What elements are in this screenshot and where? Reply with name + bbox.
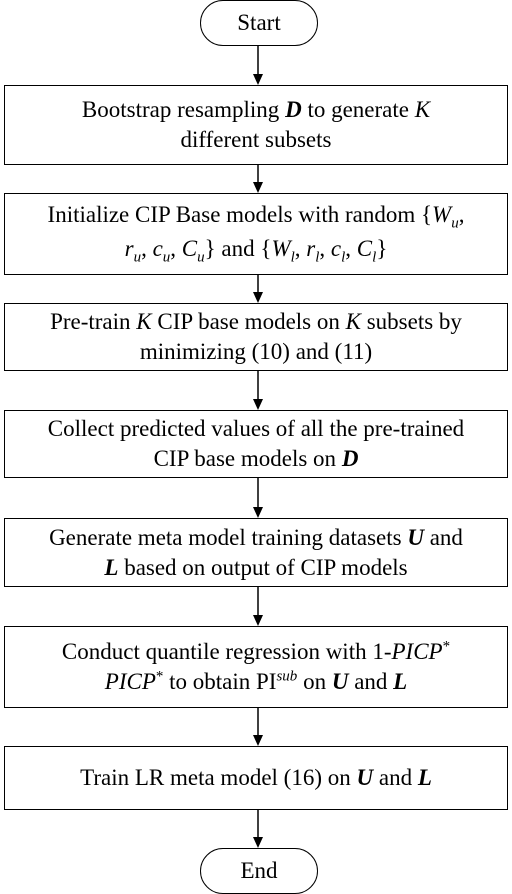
arrow-head <box>253 837 263 848</box>
text-segment: C <box>181 236 198 261</box>
process-node: Pre-train K CIP base models on K subsets… <box>4 303 508 371</box>
text-segment: , <box>458 201 465 227</box>
text-segment: } <box>376 236 388 261</box>
arrow-head <box>253 615 263 626</box>
text-segment: K <box>414 97 431 123</box>
text-segment: minimizing (10) and (11) <box>139 339 373 364</box>
text-segment: subsets by <box>360 309 462 335</box>
text-line: Bootstrap resampling D to generate K <box>82 95 430 125</box>
text-segment: W <box>432 201 452 227</box>
text-segment: L <box>393 669 408 694</box>
text-line: different subsets <box>181 125 332 155</box>
terminal-node: Start <box>200 0 318 46</box>
text-line: Start <box>237 8 280 38</box>
text-line: Generate meta model training datasets U … <box>49 523 463 553</box>
text-segment: u <box>133 249 142 266</box>
text-segment: W <box>271 236 291 261</box>
text-segment: u <box>197 249 205 266</box>
text-segment: Pre-train <box>50 309 137 335</box>
process-node: Collect predicted values of all the pre-… <box>4 410 508 478</box>
arrow-head <box>253 399 263 410</box>
text-segment: c <box>152 236 163 261</box>
text-segment: to generate <box>301 97 415 123</box>
text-line: CIP base models on D <box>154 444 359 474</box>
text-segment: U <box>331 669 349 694</box>
arrow-head <box>253 74 263 85</box>
text-line: PICP* to obtain PIsub on U and L <box>105 667 407 697</box>
text-segment: K <box>345 309 361 335</box>
text-segment: l <box>290 249 295 266</box>
text-segment: Collect predicted values of all the pre-… <box>47 416 465 442</box>
process-node: Generate meta model training datasets U … <box>4 518 508 587</box>
text-line: Pre-train K CIP base models on K subsets… <box>50 307 462 337</box>
text-segment: * <box>155 668 164 685</box>
terminal-node: End <box>200 848 318 894</box>
text-segment: r <box>306 236 316 261</box>
text-segment: Train LR meta model (16) on <box>80 765 357 791</box>
text-segment: and <box>348 669 394 694</box>
text-segment: Conduct quantile regression with 1- <box>61 639 392 665</box>
text-segment: l <box>315 249 320 266</box>
text-segment: and <box>423 524 463 550</box>
text-segment: Start <box>237 10 281 36</box>
text-segment: on <box>297 669 332 694</box>
text-segment: D <box>285 97 302 123</box>
text-segment: u <box>451 215 459 232</box>
text-segment: D <box>341 446 359 471</box>
text-segment: PICP <box>104 669 156 694</box>
text-segment: Generate meta model training datasets <box>49 524 408 550</box>
text-segment: CIP base models on <box>151 309 346 335</box>
text-line: ru, cu, Cu} and {Wl, rl, cl, Cl} <box>125 234 388 268</box>
process-node: Conduct quantile regression with 1-PICP*… <box>4 626 508 708</box>
text-segment: l <box>341 249 346 266</box>
arrow-head <box>253 182 263 193</box>
text-segment: Initialize CIP Base models with random { <box>47 201 433 227</box>
text-segment: Bootstrap resampling <box>81 97 286 123</box>
text-segment: L <box>104 554 119 580</box>
arrow-head <box>253 735 263 746</box>
process-node: Train LR meta model (16) on U and L <box>4 746 508 810</box>
text-line: End <box>240 856 277 886</box>
text-segment: K <box>136 309 152 335</box>
text-line: Collect predicted values of all the pre-… <box>48 414 464 444</box>
text-segment: and <box>373 765 418 791</box>
text-segment: L <box>417 765 432 791</box>
text-segment: u <box>162 249 171 266</box>
text-segment: c <box>330 236 342 261</box>
process-node: Initialize CIP Base models with random {… <box>4 193 508 275</box>
text-line: Initialize CIP Base models with random {… <box>48 200 465 234</box>
text-segment: CIP base models on <box>153 446 342 471</box>
text-segment: U <box>356 765 374 791</box>
text-segment: } and { <box>204 236 272 261</box>
arrow-head <box>253 292 263 303</box>
text-segment: * <box>442 638 451 655</box>
text-line: L based on output of CIP models <box>104 553 407 583</box>
arrow-head <box>253 507 263 518</box>
text-segment: , <box>170 236 182 261</box>
text-segment: r <box>124 236 134 261</box>
text-segment: , <box>141 236 153 261</box>
text-segment: to obtain PI <box>163 669 277 694</box>
text-segment: PICP <box>391 639 443 665</box>
text-segment: different subsets <box>180 127 332 152</box>
text-segment: sub <box>276 668 298 685</box>
text-line: minimizing (10) and (11) <box>140 337 372 367</box>
text-segment: l <box>372 249 377 266</box>
text-segment: End <box>240 858 278 884</box>
text-segment: , <box>319 236 331 261</box>
text-line: Train LR meta model (16) on U and L <box>80 763 432 793</box>
text-line: Conduct quantile regression with 1-PICP* <box>62 637 450 667</box>
text-segment: , <box>294 236 307 261</box>
text-segment: , <box>345 236 357 261</box>
text-segment: based on output of CIP models <box>118 554 408 580</box>
text-segment: U <box>407 524 424 550</box>
text-segment: C <box>356 236 373 261</box>
